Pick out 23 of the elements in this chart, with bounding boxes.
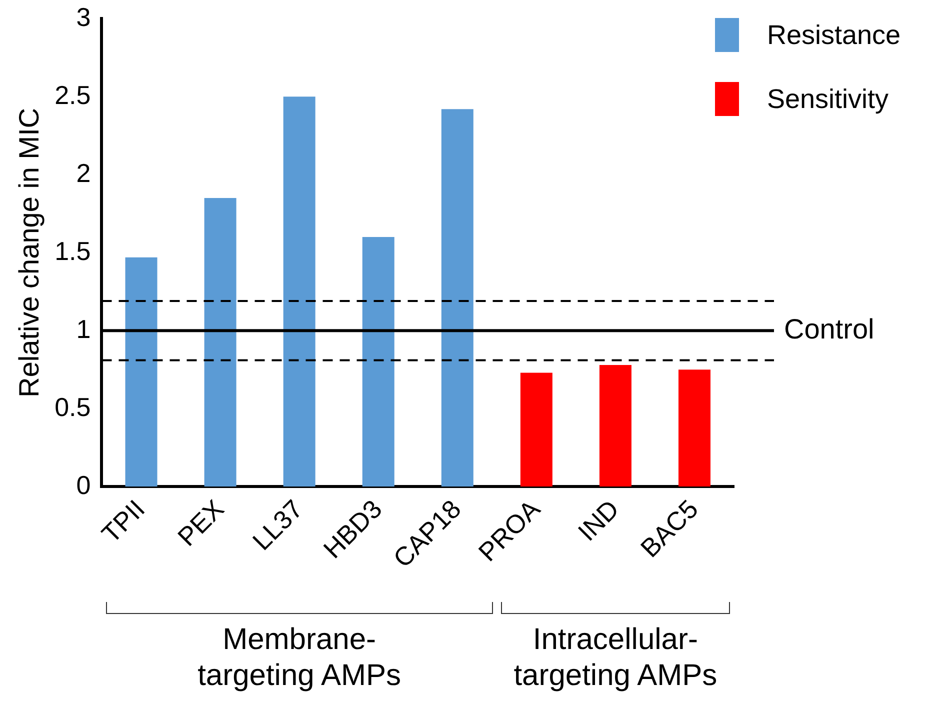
y-tick-label: 0.5 (54, 392, 91, 422)
text: Intracellular- targeting AMPs (512, 622, 718, 694)
bar (283, 96, 316, 487)
legend-label: Resistance (767, 20, 901, 50)
x-tick-label: IND (572, 494, 625, 547)
bar (125, 257, 158, 487)
x-tick-label: TPII (96, 494, 151, 549)
bar (520, 372, 552, 487)
bar (441, 109, 474, 487)
bar (362, 237, 394, 487)
y-tick-label: 0 (76, 470, 91, 500)
y-tick-label: 3 (76, 2, 91, 32)
y-tick-label: 1.5 (54, 236, 91, 266)
y-tick-label: 2 (76, 158, 91, 188)
bar (599, 364, 632, 487)
bar (678, 370, 710, 487)
text: Membrane- targeting AMPs (198, 622, 402, 692)
y-tick-label: 1 (76, 314, 91, 344)
bar (204, 198, 236, 487)
ref-line-label: Control (784, 313, 874, 344)
y-tick-label: 2.5 (54, 80, 91, 110)
legend-label: Sensitivity (767, 84, 889, 114)
y-axis-title: Relative change in MIC (14, 108, 45, 398)
